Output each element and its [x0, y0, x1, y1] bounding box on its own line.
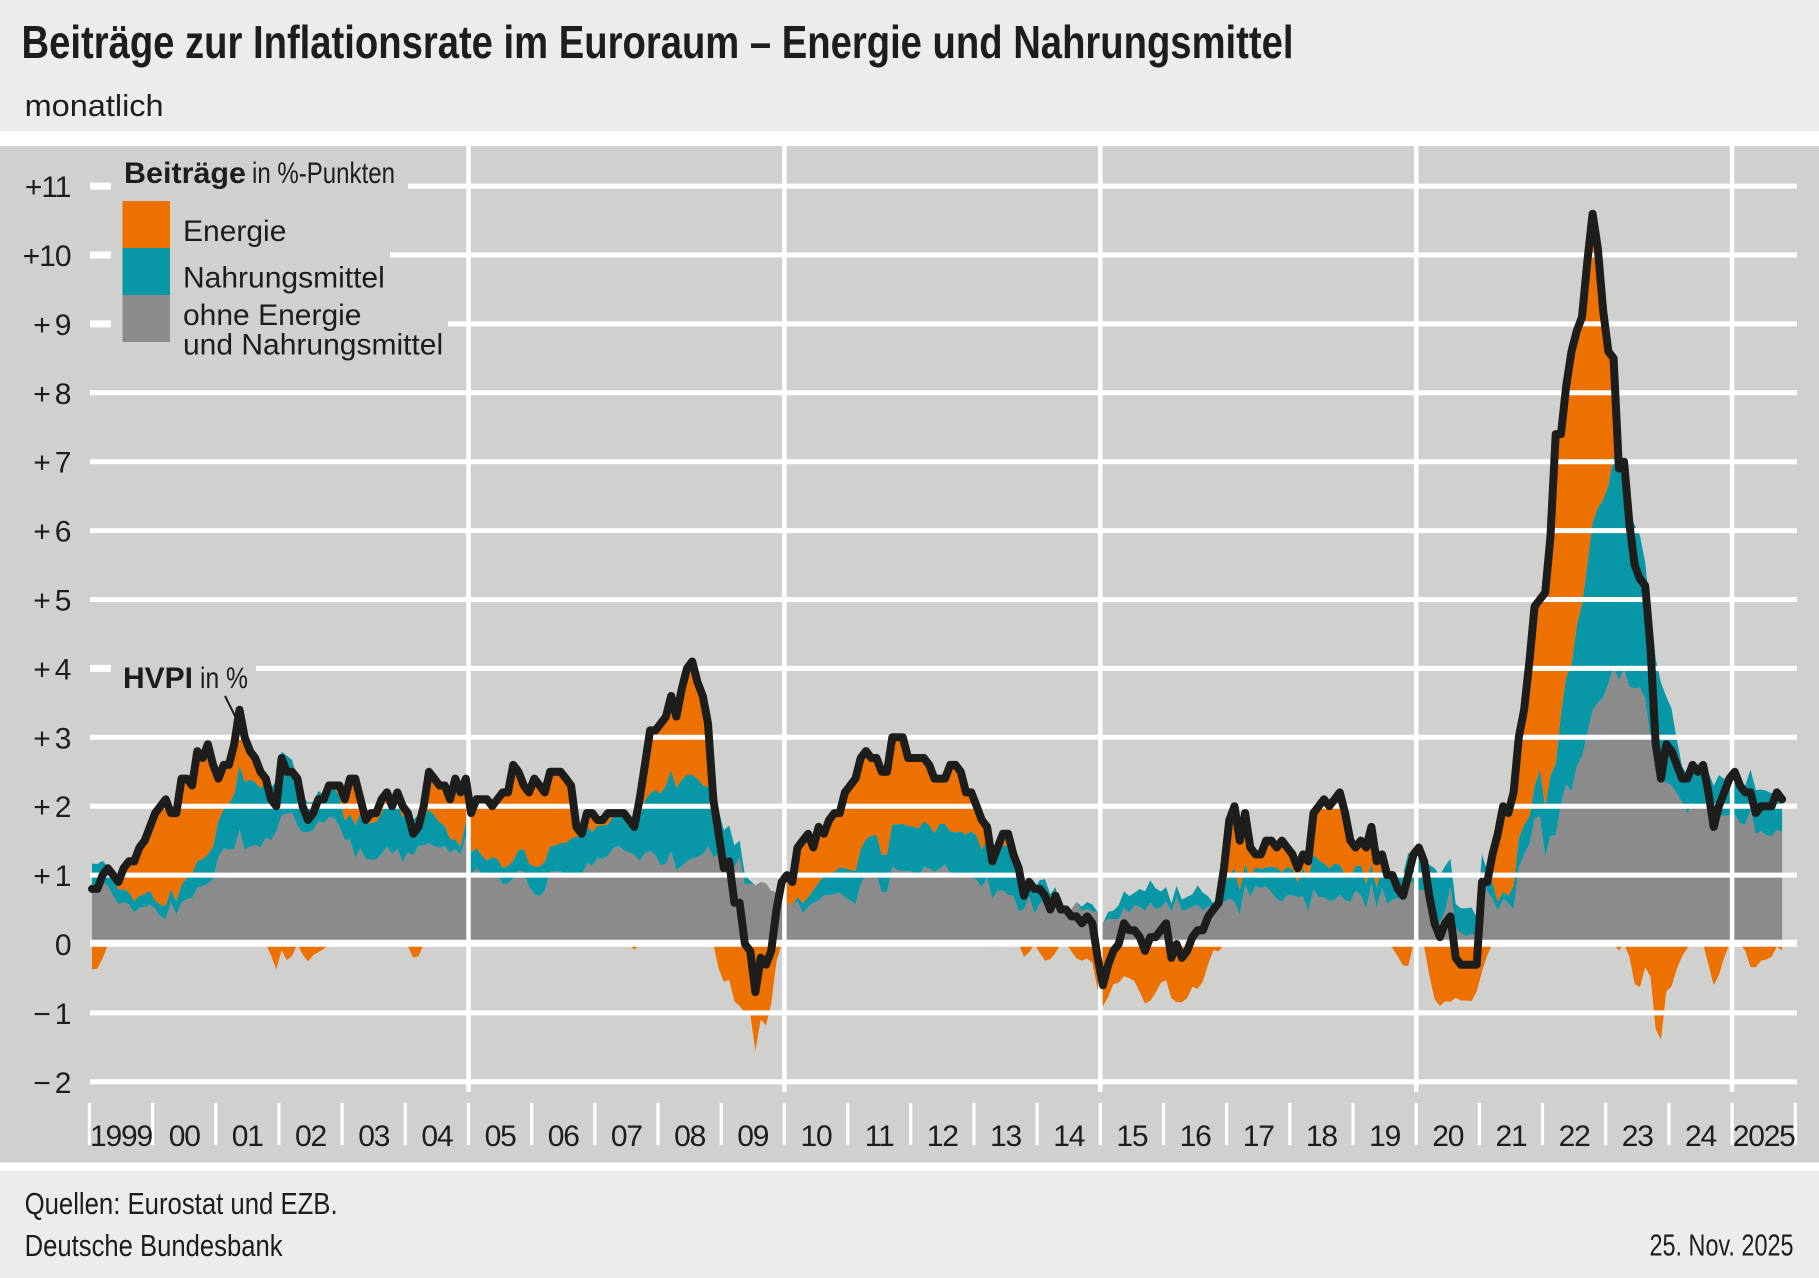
svg-text:24: 24	[1685, 1120, 1716, 1153]
svg-text:in %: in %	[200, 662, 248, 695]
svg-text:05: 05	[485, 1120, 516, 1153]
svg-text:00: 00	[169, 1120, 200, 1153]
svg-text:0: 0	[55, 929, 71, 962]
svg-text:+ 5: + 5	[33, 585, 71, 618]
svg-text:Beiträge: Beiträge	[124, 157, 246, 190]
svg-text:16: 16	[1180, 1120, 1211, 1153]
svg-text:23: 23	[1622, 1120, 1653, 1153]
svg-text:monatlich: monatlich	[25, 88, 164, 123]
svg-text:22: 22	[1559, 1120, 1590, 1153]
svg-text:+11: +11	[25, 171, 71, 204]
svg-text:13: 13	[990, 1120, 1021, 1153]
svg-text:+ 7: + 7	[33, 447, 71, 480]
svg-text:25. Nov. 2025: 25. Nov. 2025	[1650, 1228, 1794, 1263]
svg-text:06: 06	[548, 1120, 579, 1153]
svg-text:12: 12	[927, 1120, 958, 1153]
svg-text:− 1: − 1	[33, 998, 71, 1031]
svg-text:Energie: Energie	[183, 215, 286, 248]
svg-text:08: 08	[674, 1120, 705, 1153]
svg-text:HVPI: HVPI	[123, 662, 193, 695]
svg-text:10: 10	[801, 1120, 832, 1153]
svg-text:18: 18	[1306, 1120, 1337, 1153]
svg-text:04: 04	[421, 1120, 452, 1153]
svg-text:14: 14	[1053, 1120, 1084, 1153]
svg-text:03: 03	[358, 1120, 389, 1153]
svg-text:Deutsche Bundesbank: Deutsche Bundesbank	[25, 1228, 283, 1263]
svg-text:09: 09	[737, 1120, 768, 1153]
svg-text:Beiträge zur Inflationsrate im: Beiträge zur Inflationsrate im Euroraum …	[22, 16, 1294, 68]
svg-text:ohne Energie: ohne Energie	[183, 299, 361, 332]
svg-text:+ 1: + 1	[33, 860, 71, 893]
svg-text:15: 15	[1116, 1120, 1147, 1153]
svg-text:1999: 1999	[90, 1120, 152, 1153]
svg-text:21: 21	[1496, 1120, 1527, 1153]
svg-text:− 2: − 2	[33, 1067, 71, 1100]
svg-text:Quellen: Eurostat und EZB.: Quellen: Eurostat und EZB.	[25, 1186, 338, 1221]
svg-text:19: 19	[1369, 1120, 1400, 1153]
svg-text:11: 11	[865, 1120, 894, 1153]
svg-text:02: 02	[295, 1120, 326, 1153]
svg-text:20: 20	[1432, 1120, 1463, 1153]
svg-text:2025: 2025	[1733, 1120, 1795, 1153]
svg-text:01: 01	[232, 1120, 263, 1153]
svg-text:+10: +10	[23, 240, 71, 273]
svg-text:+ 9: + 9	[33, 309, 71, 342]
svg-text:17: 17	[1243, 1120, 1274, 1153]
svg-text:+ 6: + 6	[33, 516, 71, 549]
svg-text:Nahrungsmittel: Nahrungsmittel	[183, 262, 385, 295]
svg-text:und Nahrungsmittel: und Nahrungsmittel	[183, 329, 443, 362]
svg-text:+ 4: + 4	[33, 653, 71, 686]
svg-text:+ 2: + 2	[33, 791, 71, 824]
svg-text:+ 3: + 3	[33, 722, 71, 755]
svg-text:07: 07	[611, 1120, 642, 1153]
svg-text:in %-Punkten: in %-Punkten	[252, 157, 395, 190]
svg-text:+ 8: + 8	[33, 378, 71, 411]
